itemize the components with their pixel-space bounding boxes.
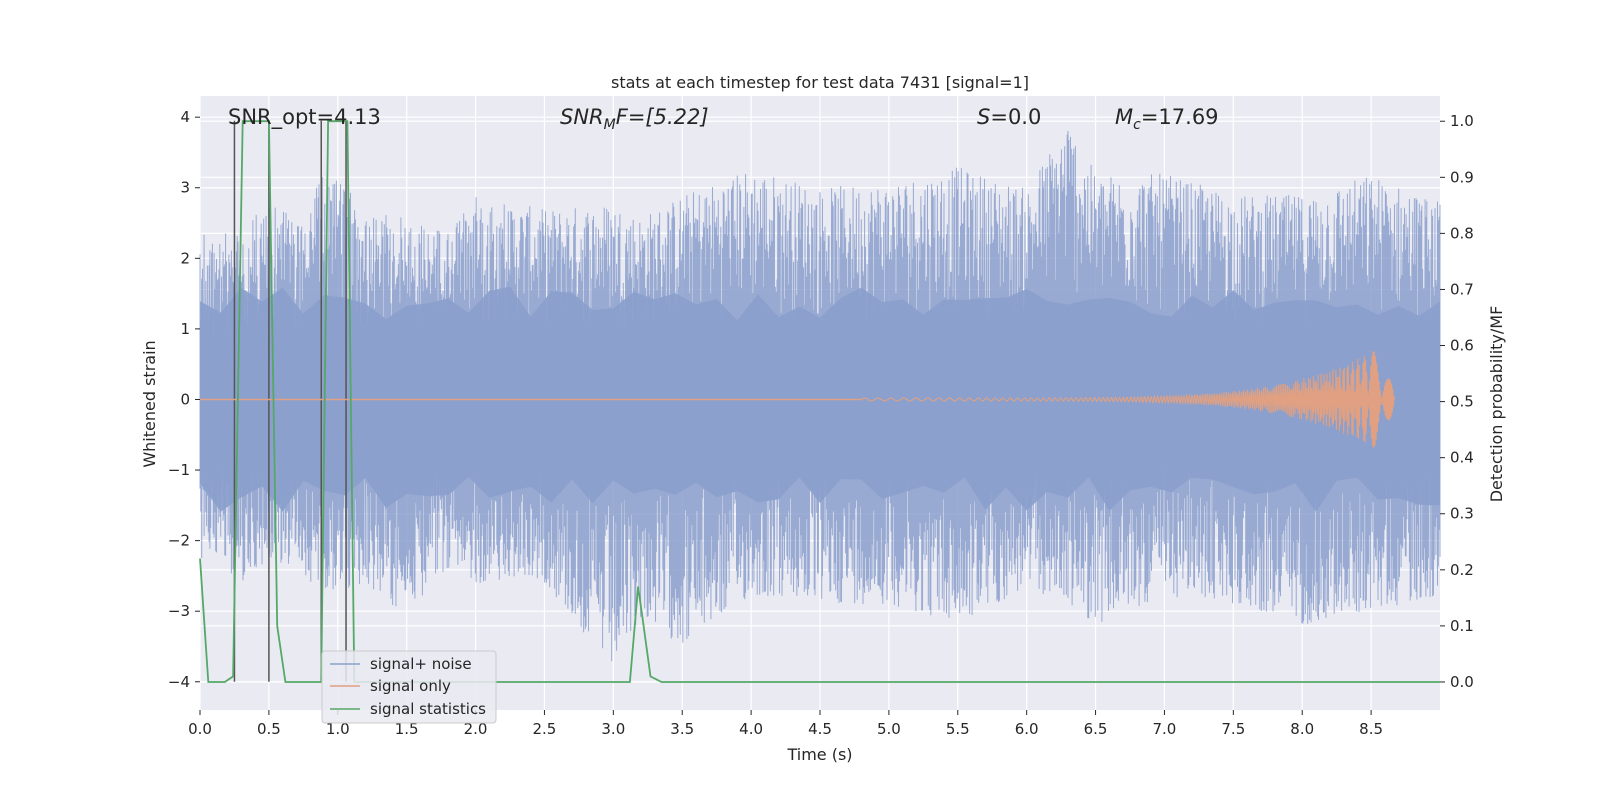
x-tick-label: 2.0: [464, 720, 488, 738]
left-y-axis-label: Whitened strain: [140, 340, 159, 467]
y-left-tick-label: −1: [168, 461, 190, 479]
x-tick-label: 6.5: [1084, 720, 1108, 738]
x-tick-label: 2.5: [533, 720, 557, 738]
x-tick-label: 7.0: [1153, 720, 1177, 738]
signal-only-series: [200, 351, 1396, 449]
y-right-tick-label: 1.0: [1450, 112, 1474, 130]
y-right-tick-label: 0.5: [1450, 393, 1474, 411]
chart-title: stats at each timestep for test data 743…: [611, 73, 1029, 92]
legend-label-signal-noise: signal+ noise: [370, 655, 472, 673]
y-left-tick-label: 0: [180, 390, 190, 408]
signal-statistics-series: [199, 120, 1440, 683]
y-left-tick-label: −2: [168, 532, 190, 550]
y-right-tick-label: 0.2: [1450, 561, 1474, 579]
legend-box: [321, 650, 497, 724]
legend-label-signal-only: signal only: [370, 677, 451, 695]
x-tick-label: 5.0: [877, 720, 901, 738]
x-tick-label: 3.0: [601, 720, 625, 738]
x-tick-label: 5.5: [946, 720, 970, 738]
y-right-tick-label: 0.8: [1450, 224, 1474, 242]
y-left-tick-label: 2: [180, 249, 190, 267]
signal-only-chirp: [860, 351, 1396, 449]
y-right-tick-label: 0.0: [1450, 673, 1474, 691]
x-axis-label: Time (s): [786, 745, 852, 764]
x-tick-label: 4.5: [808, 720, 832, 738]
x-tick-label: 4.0: [739, 720, 763, 738]
x-tick-label: 0.5: [257, 720, 281, 738]
annotation-mc: Mc=17.69: [1115, 105, 1219, 133]
y-left-tick-label: −3: [168, 602, 190, 620]
annotation-snr-opt: SNR_opt=4.13: [228, 105, 381, 130]
annotation-snr-mf: SNRMF=[5.22]: [560, 105, 709, 133]
x-tick-label: 6.0: [1015, 720, 1039, 738]
x-tick-label: 0.0: [188, 720, 212, 738]
y-right-tick-label: 0.1: [1450, 617, 1474, 635]
x-tick-label: 1.5: [395, 720, 419, 738]
y-left-tick-label: 3: [180, 179, 190, 197]
y-left-tick-label: −4: [168, 673, 190, 691]
y-right-tick-label: 0.6: [1450, 337, 1474, 355]
legend: signal+ noise signal only signal statist…: [321, 650, 497, 724]
x-tick-label: 8.0: [1290, 720, 1314, 738]
y-right-tick-label: 0.7: [1450, 280, 1474, 298]
right-y-axis-ticks: 0.0 0.1 0.2 0.3 0.4 0.5 0.6 0.7 0.8 0.9 1.0: [1440, 112, 1474, 691]
y-left-tick-label: 4: [180, 108, 190, 126]
y-right-tick-label: 0.3: [1450, 505, 1474, 523]
x-axis-ticks: 0.0 0.5 1.0 1.5 2.0 2.5 3.0 3.5 4.0 4.5 5.0 5.5 6.0 6…: [188, 710, 1383, 738]
x-tick-label: 1.0: [326, 720, 350, 738]
x-tick-label: 7.5: [1221, 720, 1245, 738]
annotation-s: S=0.0: [977, 105, 1041, 129]
y-left-tick-label: 1: [180, 320, 190, 338]
x-tick-label: 3.5: [670, 720, 694, 738]
signal-statistics-line: [199, 120, 1440, 683]
left-y-axis-ticks: −4 −3 −2 −1 0 1 2 3 4: [168, 108, 200, 691]
y-right-tick-label: 0.4: [1450, 449, 1474, 467]
legend-label-signal-statistics: signal statistics: [370, 700, 486, 718]
x-tick-label: 8.5: [1359, 720, 1383, 738]
right-y-axis-label: Detection probability/MF: [1487, 306, 1506, 503]
y-right-tick-label: 0.9: [1450, 168, 1474, 186]
